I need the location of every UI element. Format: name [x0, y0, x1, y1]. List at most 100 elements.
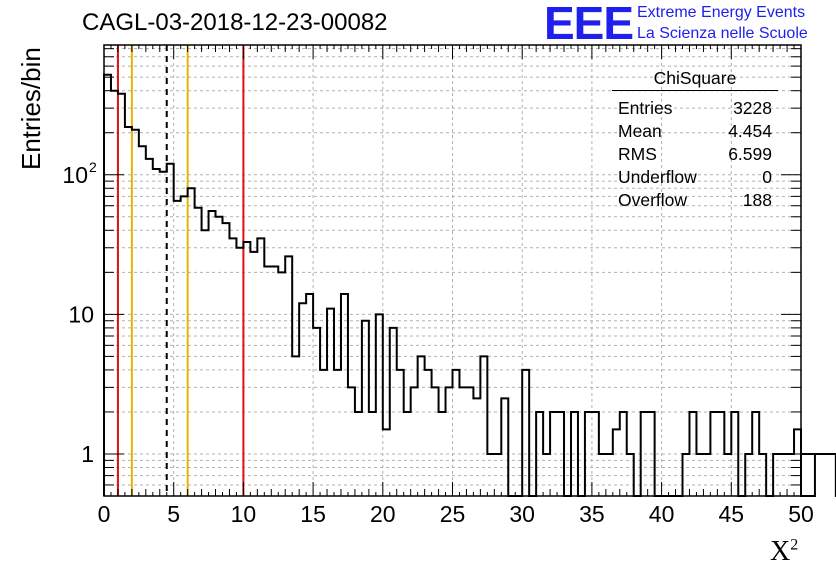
histogram-bin — [383, 429, 390, 496]
histogram-bin — [829, 454, 836, 496]
histogram-bin — [243, 242, 250, 496]
histogram-bin — [160, 172, 167, 496]
histogram-bin — [306, 294, 313, 496]
histogram-bin — [104, 75, 111, 496]
histogram-bin — [696, 454, 703, 496]
histogram-bin — [111, 91, 118, 496]
reference-lines — [116, 45, 245, 496]
histogram-bin — [641, 412, 648, 496]
x-axis-label: X2 — [770, 536, 799, 567]
histogram-bin — [439, 412, 446, 496]
y-tick-label: 10 — [68, 301, 94, 327]
x-tick-label: 35 — [579, 501, 605, 527]
histogram-bin — [222, 223, 229, 496]
histogram-bin — [299, 303, 306, 496]
histogram-bin — [494, 454, 501, 496]
histogram-bin — [648, 412, 655, 496]
histogram-bin — [459, 387, 466, 496]
chart-title: CAGL-03-2018-12-23-00082 — [82, 9, 388, 36]
x-tick-label: 0 — [98, 501, 111, 527]
histogram-bin — [209, 211, 216, 496]
histogram-bin — [250, 252, 257, 496]
x-tick-label: 45 — [719, 501, 745, 527]
histogram-bin — [683, 454, 690, 496]
histogram-bin — [620, 412, 627, 496]
histogram-bin — [397, 370, 404, 496]
logo-line-2: La Scienza nelle Scuole — [637, 25, 808, 42]
histogram-bin — [473, 398, 480, 496]
logo-line-1: Extreme Energy Events — [637, 4, 806, 21]
histogram-bin — [257, 238, 264, 496]
x-tick-label: 20 — [370, 501, 396, 527]
histogram-bin — [703, 454, 710, 496]
histogram-bin — [425, 370, 432, 496]
histogram-bin — [592, 412, 599, 496]
histogram-bin — [550, 412, 557, 496]
y-axis-label: Entries/bin — [16, 47, 46, 170]
histogram-bin — [731, 412, 738, 496]
histogram-bin — [752, 412, 759, 496]
histogram-bin — [432, 387, 439, 496]
histogram-bin — [411, 387, 418, 496]
histogram-bin — [278, 272, 285, 496]
histogram-bin — [202, 230, 209, 496]
histogram-bin — [348, 387, 355, 496]
histogram-bin — [236, 248, 243, 496]
histogram-bin — [229, 238, 236, 496]
histogram-bin — [390, 328, 397, 496]
histogram-bin — [376, 314, 383, 496]
histogram-bin — [362, 321, 369, 496]
histogram-bin — [571, 412, 578, 496]
histogram-bin — [334, 370, 341, 496]
y-tick-label: 10 — [62, 162, 88, 188]
histogram-bin — [181, 196, 188, 496]
histogram-bin — [292, 356, 299, 496]
histogram-bin — [613, 429, 620, 496]
y-tick-label: 1 — [81, 441, 94, 467]
histogram-bin — [689, 412, 696, 496]
histogram-bin — [710, 412, 717, 496]
histogram-bin — [313, 328, 320, 496]
histogram-bin — [453, 370, 460, 496]
histogram-bin — [188, 188, 195, 496]
histogram-bin — [536, 412, 543, 496]
histogram-bin — [216, 217, 223, 496]
stats-title: ChiSquare — [612, 68, 778, 91]
histogram-bin — [606, 454, 613, 496]
histogram-bin — [815, 454, 822, 496]
histogram-bin — [418, 356, 425, 496]
histogram-bin — [146, 159, 153, 496]
histogram-bin — [285, 256, 292, 496]
histogram-bin — [320, 370, 327, 496]
y-tick-label-exponent: 2 — [89, 159, 97, 175]
stats-row-mean: Mean 4.454 — [618, 121, 772, 141]
stats-row-entries: Entries 3228 — [618, 98, 772, 118]
x-tick-label: 40 — [649, 501, 675, 527]
histogram-bin — [501, 398, 508, 496]
histogram-bin — [780, 454, 787, 496]
histogram-bin — [271, 267, 278, 496]
histogram-bin — [717, 412, 724, 496]
x-tick-label: 25 — [440, 501, 466, 527]
histogram-bin — [174, 201, 181, 496]
histogram-bin — [480, 356, 487, 496]
x-tick-label: 15 — [300, 501, 326, 527]
histogram-bin — [139, 146, 146, 496]
x-tick-label: 10 — [231, 501, 257, 527]
histogram-bin — [466, 387, 473, 496]
histogram-bin — [627, 454, 634, 496]
histogram-bin — [132, 130, 139, 496]
x-tick-label: 5 — [167, 501, 180, 527]
histogram-bin — [125, 127, 132, 496]
histogram-bin — [487, 454, 494, 496]
histogram-bin — [822, 454, 829, 496]
x-tick-label: 30 — [509, 501, 535, 527]
histogram-bin — [585, 412, 592, 496]
stats-row-underflow: Underflow 0 — [618, 167, 772, 187]
histogram-bin — [327, 309, 334, 496]
histogram-bin — [759, 454, 766, 496]
histogram-bin — [724, 454, 731, 496]
histogram-bin — [404, 412, 411, 496]
